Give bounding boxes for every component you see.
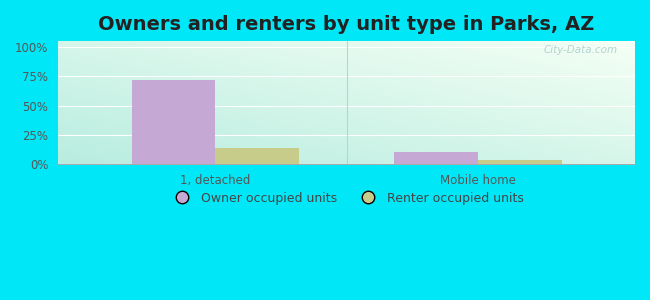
Bar <box>131 80 215 164</box>
Text: City-Data.com: City-Data.com <box>543 45 618 55</box>
Bar <box>215 148 300 164</box>
Bar <box>478 160 562 164</box>
Title: Owners and renters by unit type in Parks, AZ: Owners and renters by unit type in Parks… <box>98 15 595 34</box>
Bar <box>394 152 478 164</box>
Legend: Owner occupied units, Renter occupied units: Owner occupied units, Renter occupied un… <box>164 187 528 210</box>
